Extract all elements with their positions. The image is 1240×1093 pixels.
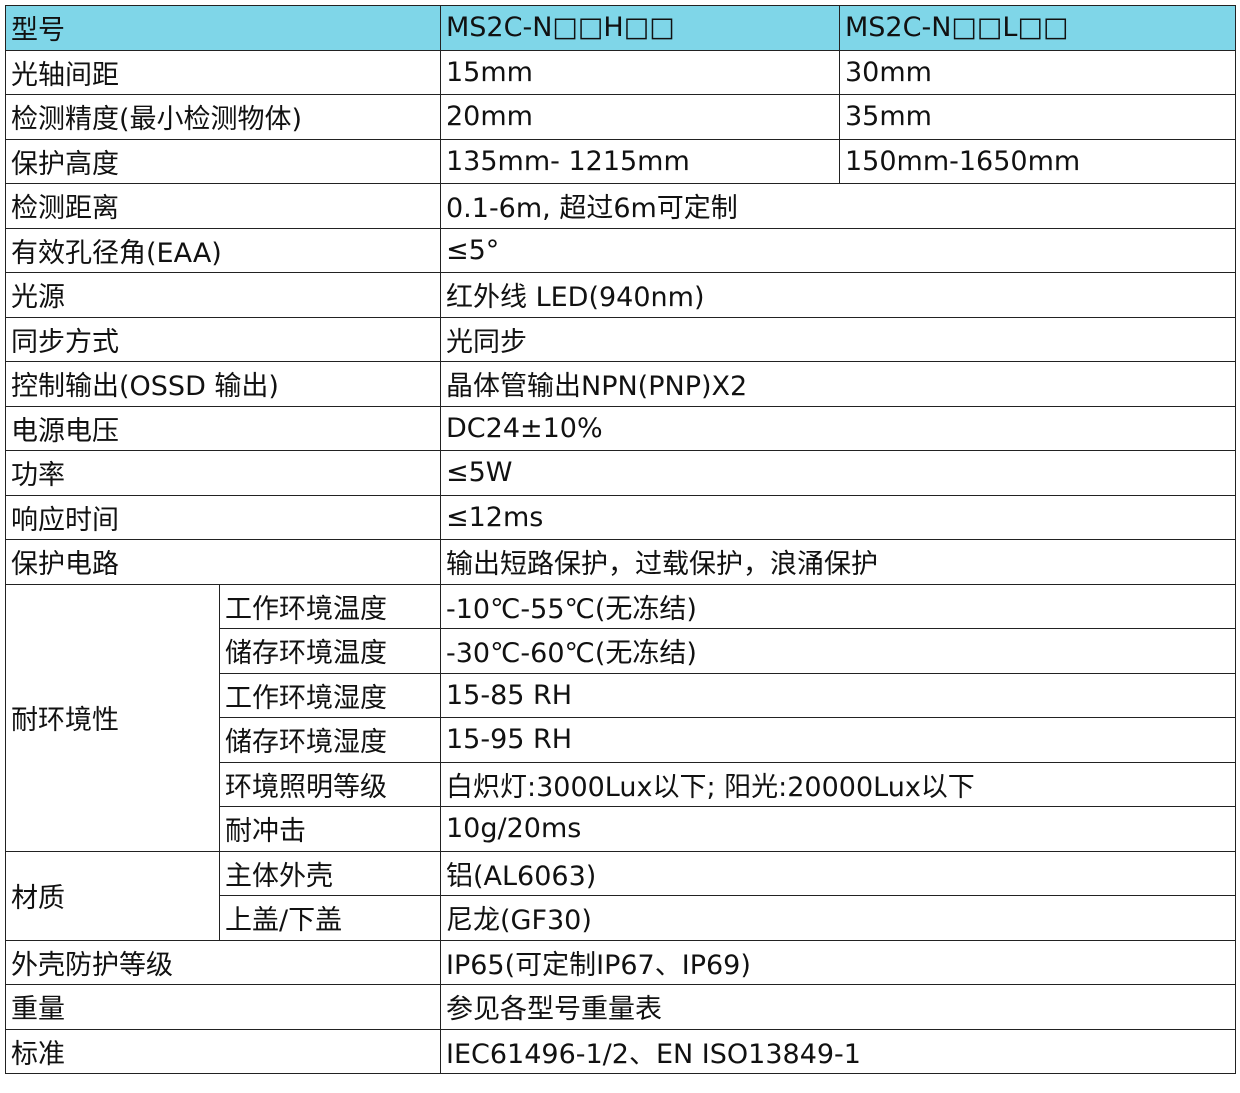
row-label: 响应时间 [5,494,441,540]
row-label: 有效孔径角(EAA) [5,227,441,273]
table-row: 耐冲击 10g/20ms [6,806,1236,852]
row-value: 10g/20ms [440,806,1236,852]
row-value: 晶体管输出NPN(PNP)X2 [440,361,1236,407]
row-value: 15-95 RH [440,717,1236,763]
h-value: 20mm [440,94,840,140]
row-value: ≤12ms [440,494,1236,540]
row-value: 0.1-6m, 超过6m可定制 [440,183,1236,229]
l-value: 35mm [839,94,1236,140]
table-row: 重量 参见各型号重量表 [5,984,1236,1030]
table-row: 标准 IEC61496-1/2、EN ISO13849-1 [5,1028,1236,1074]
sub-label: 耐冲击 [219,806,441,852]
table-row: 储存环境湿度 15-95 RH [6,717,1236,763]
row-value: -30℃-60℃(无冻结) [440,628,1236,674]
row-label: 重量 [5,984,441,1030]
table-row: 有效孔径角(EAA) ≤5° [5,227,1236,273]
group-label: 耐环境性 [5,583,220,852]
h-value: 135mm- 1215mm [440,138,840,184]
header-row: 型号 MS2C-N□□H□□ MS2C-N□□L□□ [5,5,1236,51]
table-row: 光源 红外线 LED(940nm) [5,272,1236,318]
table-row: 工作环境湿度 15-85 RH [6,672,1236,718]
table-row: 外壳防护等级 IP65(可定制IP67、IP69) [5,939,1236,985]
table-row: 保护高度 135mm- 1215mm 150mm-1650mm [5,138,1236,184]
table-row: 储存环境温度 -30℃-60℃(无冻结) [6,628,1236,674]
sub-label: 储存环境温度 [219,628,441,674]
spec-table: 型号 MS2C-N□□H□□ MS2C-N□□L□□ 光轴间距 15mm 30mm 检… [5,5,1236,1074]
header-h-model: MS2C-N□□H□□ [440,5,840,51]
sub-label: 工作环境湿度 [219,672,441,718]
table-row: 同步方式 光同步 [5,316,1236,362]
sub-label: 工作环境温度 [219,583,441,629]
header-l-model: MS2C-N□□L□□ [839,5,1236,51]
row-label: 控制输出(OSSD 输出) [5,361,441,407]
row-value: -10℃-55℃(无冻结) [440,583,1236,629]
table-row: 功率 ≤5W [5,450,1236,496]
table-row: 光轴间距 15mm 30mm [5,49,1236,95]
row-value: 参见各型号重量表 [440,984,1236,1030]
l-value: 30mm [839,49,1236,95]
row-label: 功率 [5,450,441,496]
row-value: 光同步 [440,316,1236,362]
row-label: 光源 [5,272,441,318]
header-model: 型号 [5,5,441,51]
row-value: 红外线 LED(940nm) [440,272,1236,318]
sub-label: 上盖/下盖 [219,895,441,941]
table-row: 检测精度(最小检测物体) 20mm 35mm [5,94,1236,140]
row-label: 检测距离 [5,183,441,229]
sub-label: 环境照明等级 [219,761,441,807]
sub-label: 储存环境湿度 [219,717,441,763]
table-row: 环境照明等级 白炽灯:3000Lux以下; 阳光:20000Lux以下 [6,761,1236,807]
row-label: 同步方式 [5,316,441,362]
row-value: DC24±10% [440,405,1236,451]
row-label: 外壳防护等级 [5,939,441,985]
table-row: 响应时间 ≤12ms [5,494,1236,540]
row-label: 保护电路 [5,539,441,585]
row-value: IEC61496-1/2、EN ISO13849-1 [440,1028,1236,1074]
group-label: 材质 [5,850,220,941]
row-value: ≤5° [440,227,1236,273]
row-value: 尼龙(GF30) [440,895,1236,941]
row-value: 铝(AL6063) [440,850,1236,896]
table-row: 材质 主体外壳 铝(AL6063) [5,850,1236,941]
table-row: 保护电路 输出短路保护，过载保护，浪涌保护 [5,539,1236,585]
row-label: 标准 [5,1028,441,1074]
row-value: IP65(可定制IP67、IP69) [440,939,1236,985]
row-label: 检测精度(最小检测物体) [5,94,441,140]
row-label: 电源电压 [5,405,441,451]
row-label: 保护高度 [5,138,441,184]
table-row: 检测距离 0.1-6m, 超过6m可定制 [5,183,1236,229]
l-value: 150mm-1650mm [839,138,1236,184]
table-row: 电源电压 DC24±10% [5,405,1236,451]
table-row: 上盖/下盖 尼龙(GF30) [6,895,1236,941]
row-value: ≤5W [440,450,1236,496]
h-value: 15mm [440,49,840,95]
row-value: 白炽灯:3000Lux以下; 阳光:20000Lux以下 [440,761,1236,807]
table-row: 控制输出(OSSD 输出) 晶体管输出NPN(PNP)X2 [5,361,1236,407]
row-label: 光轴间距 [5,49,441,95]
row-value: 15-85 RH [440,672,1236,718]
sub-label: 主体外壳 [219,850,441,896]
table-row: 耐环境性 工作环境温度 -10℃-55℃(无冻结) [5,583,1236,852]
row-value: 输出短路保护，过载保护，浪涌保护 [440,539,1236,585]
